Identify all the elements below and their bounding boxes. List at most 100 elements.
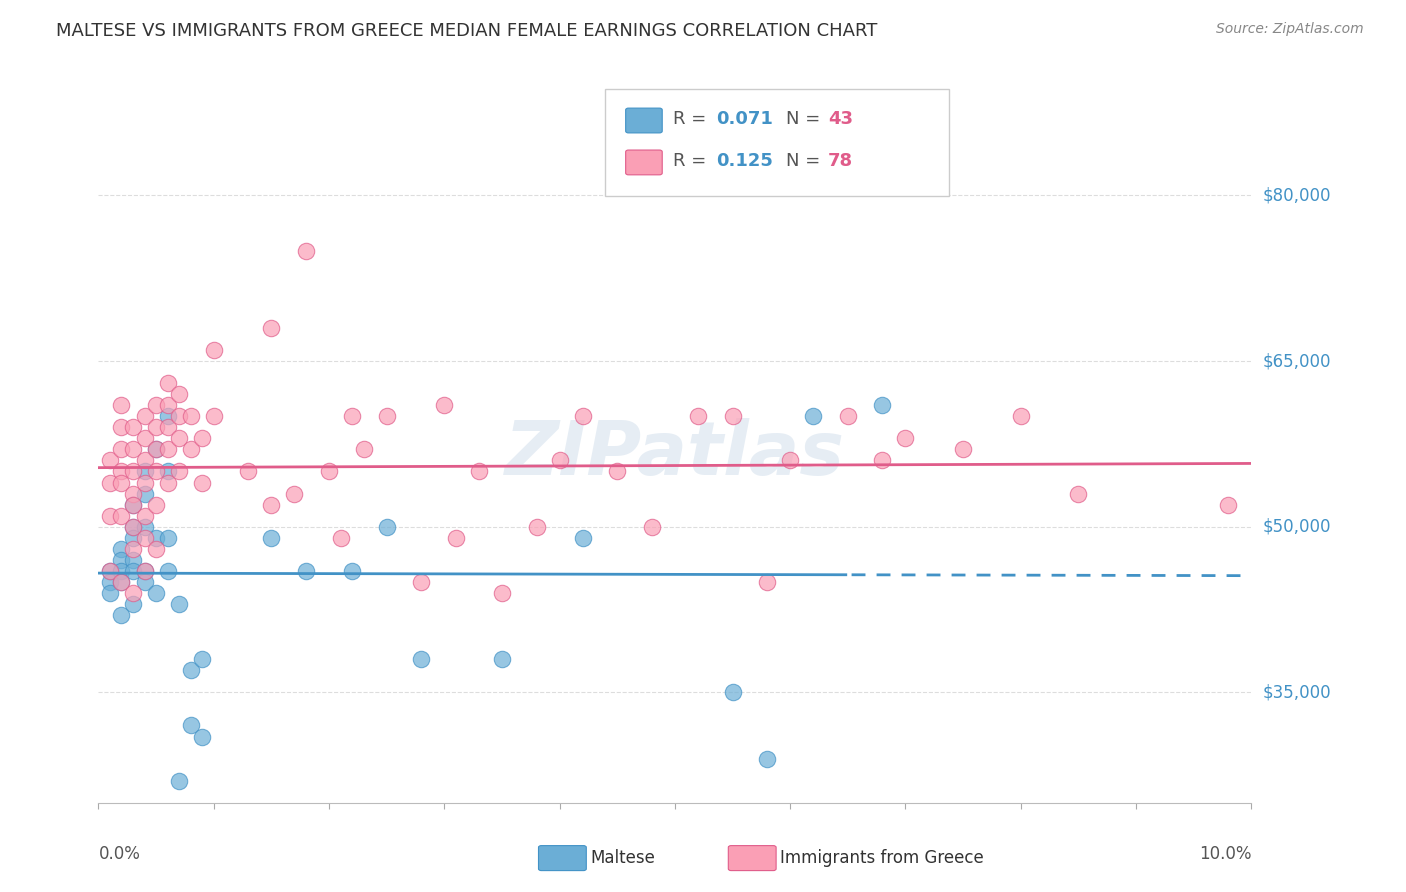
Point xyxy=(122,420,145,434)
Point xyxy=(122,531,145,545)
Text: ZIPatlas: ZIPatlas xyxy=(505,418,845,491)
Point xyxy=(122,442,145,457)
Point xyxy=(894,431,917,445)
Point xyxy=(122,553,145,567)
Point xyxy=(134,531,156,545)
Point xyxy=(433,398,456,412)
Point xyxy=(122,519,145,533)
Point xyxy=(122,486,145,500)
Point xyxy=(571,531,593,545)
Point xyxy=(156,564,179,578)
Point xyxy=(122,597,145,611)
Point xyxy=(110,465,132,479)
Point xyxy=(779,453,801,467)
Point xyxy=(145,531,167,545)
Point xyxy=(260,531,283,545)
Point xyxy=(167,773,190,788)
Point xyxy=(329,531,352,545)
Point xyxy=(295,244,318,258)
Text: Source: ZipAtlas.com: Source: ZipAtlas.com xyxy=(1216,22,1364,37)
Text: N =: N = xyxy=(786,110,825,128)
Point xyxy=(98,508,121,523)
Point xyxy=(110,608,132,623)
Point xyxy=(145,465,167,479)
Point xyxy=(721,685,744,699)
Point xyxy=(145,586,167,600)
Point xyxy=(491,652,513,666)
Point xyxy=(122,498,145,512)
Text: Maltese: Maltese xyxy=(591,849,655,867)
Point xyxy=(98,453,121,467)
Point xyxy=(238,465,260,479)
Point xyxy=(191,652,214,666)
Text: 43: 43 xyxy=(828,110,853,128)
Point xyxy=(1010,409,1032,424)
Point xyxy=(167,431,190,445)
Point xyxy=(156,409,179,424)
Point xyxy=(156,465,179,479)
Point xyxy=(122,519,145,533)
Point xyxy=(134,465,156,479)
Point xyxy=(756,574,779,589)
Point xyxy=(375,519,398,533)
Point xyxy=(110,420,132,434)
Point xyxy=(134,564,156,578)
Point xyxy=(952,442,974,457)
Point xyxy=(756,751,779,765)
Point xyxy=(260,498,283,512)
Point xyxy=(191,431,214,445)
Point xyxy=(156,376,179,391)
Text: N =: N = xyxy=(786,152,825,169)
Point xyxy=(110,398,132,412)
Point xyxy=(167,409,190,424)
Point xyxy=(606,465,628,479)
Text: $35,000: $35,000 xyxy=(1263,683,1331,701)
Point xyxy=(202,409,225,424)
Point xyxy=(444,531,467,545)
Point xyxy=(122,498,145,512)
Point xyxy=(110,508,132,523)
Point xyxy=(721,409,744,424)
Point xyxy=(98,574,121,589)
Point xyxy=(191,475,214,490)
Point xyxy=(122,564,145,578)
Point xyxy=(283,486,305,500)
Point xyxy=(122,586,145,600)
Text: 78: 78 xyxy=(828,152,853,169)
Point xyxy=(110,541,132,556)
Point xyxy=(180,442,202,457)
Point xyxy=(526,519,548,533)
Point xyxy=(411,652,433,666)
Point xyxy=(571,409,593,424)
Text: R =: R = xyxy=(673,110,713,128)
Point xyxy=(156,442,179,457)
Point xyxy=(156,420,179,434)
Point xyxy=(98,475,121,490)
Text: $50,000: $50,000 xyxy=(1263,517,1331,536)
Text: 0.0%: 0.0% xyxy=(98,845,141,863)
Text: Immigrants from Greece: Immigrants from Greece xyxy=(780,849,984,867)
Text: 0.125: 0.125 xyxy=(716,152,772,169)
Point xyxy=(156,398,179,412)
Point xyxy=(353,442,375,457)
Point xyxy=(1067,486,1090,500)
Point xyxy=(134,519,156,533)
Point xyxy=(156,531,179,545)
Point xyxy=(1218,498,1240,512)
Point xyxy=(641,519,664,533)
Point xyxy=(340,564,363,578)
Point xyxy=(134,508,156,523)
Point xyxy=(145,442,167,457)
Point xyxy=(134,453,156,467)
Point xyxy=(156,475,179,490)
Point xyxy=(180,409,202,424)
Point xyxy=(110,553,132,567)
Point xyxy=(145,420,167,434)
Point xyxy=(145,398,167,412)
Point xyxy=(340,409,363,424)
Point xyxy=(548,453,571,467)
Point xyxy=(191,730,214,744)
Point xyxy=(837,409,859,424)
Point xyxy=(110,475,132,490)
Point xyxy=(202,343,225,357)
